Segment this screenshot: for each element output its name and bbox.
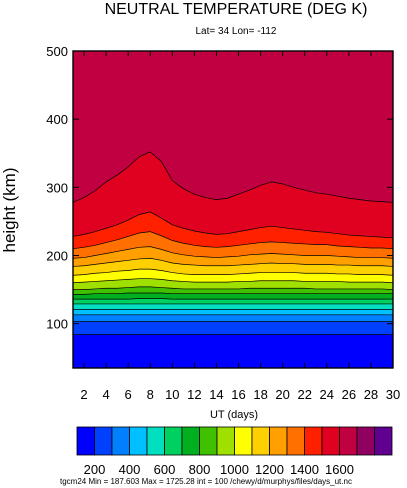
- chart-title: NEUTRAL TEMPERATURE (DEG K): [105, 1, 368, 18]
- colorbar-label: 400: [119, 462, 141, 477]
- chart-subtitle: Lat= 34 Lon= -112: [196, 26, 277, 37]
- colorbar-swatch: [234, 426, 253, 456]
- colorbar-label: 1400: [290, 462, 319, 477]
- contour-line-1100: [73, 278, 393, 284]
- contour-line-1300: [73, 257, 393, 267]
- contour-band-1700: [73, 51, 393, 203]
- colorbar-swatch: [286, 426, 305, 456]
- colorbar-swatch: [199, 426, 218, 456]
- colorbar-swatch: [76, 426, 95, 456]
- y-axis-label: height (km): [0, 167, 19, 252]
- y-tick-label: 100: [46, 317, 68, 332]
- contour-lines: [73, 151, 393, 335]
- colorbar-swatch: [374, 426, 393, 456]
- colorbar: [76, 426, 393, 456]
- x-tick-label: 30: [386, 387, 400, 402]
- contour-line-900: [73, 292, 393, 295]
- x-axis: 2 4 6 8 10 12 14 16 18 20 22 24 26 28 30: [80, 51, 400, 402]
- colorbar-swatch: [304, 426, 323, 456]
- x-axis-label: UT (days): [210, 409, 258, 421]
- x-tick-label: 8: [147, 387, 154, 402]
- colorbar-label: 800: [189, 462, 211, 477]
- colorbar-label: 200: [84, 462, 106, 477]
- footer-text: tgcm24 Min = 187.603 Max = 1725.28 int =…: [60, 477, 352, 486]
- colorbar-swatch: [146, 426, 165, 456]
- colorbar-swatch: [164, 426, 183, 456]
- x-tick-label: 24: [320, 387, 334, 402]
- x-tick-label: 12: [187, 387, 201, 402]
- plot-frame: [72, 50, 394, 369]
- x-tick-label: 4: [102, 387, 109, 402]
- x-tick-label: 16: [231, 387, 245, 402]
- x-tick-label: 18: [253, 387, 267, 402]
- y-tick-label: 200: [46, 249, 68, 264]
- colorbar-swatch: [111, 426, 130, 456]
- y-tick-label: 300: [46, 180, 68, 195]
- colorbar-swatch: [251, 426, 270, 456]
- x-tick-label: 6: [125, 387, 132, 402]
- x-tick-label: 14: [209, 387, 223, 402]
- contour-line-1700: [73, 151, 393, 203]
- colorbar-swatch: [356, 426, 375, 456]
- y-tick-label: 500: [46, 44, 68, 59]
- contour-line-1000: [73, 286, 393, 290]
- colorbar-labels: 200 400 600 800 1000 1200 1400 1600: [84, 462, 354, 477]
- y-axis: 100 200 300 400 500: [46, 44, 393, 332]
- contour-line-1500: [73, 231, 393, 250]
- colorbar-swatch: [321, 426, 340, 456]
- x-tick-label: 26: [342, 387, 356, 402]
- x-tick-label: 10: [165, 387, 179, 402]
- contour-line-1400: [73, 246, 393, 259]
- contour-line-1200: [73, 268, 393, 276]
- colorbar-swatch: [216, 426, 235, 456]
- colorbar-swatch: [339, 426, 358, 456]
- colorbar-swatch: [94, 426, 113, 456]
- colorbar-label: 1600: [325, 462, 354, 477]
- x-tick-label: 22: [297, 387, 311, 402]
- x-tick-label: 28: [364, 387, 378, 402]
- colorbar-swatch: [129, 426, 148, 456]
- x-tick-label: 20: [275, 387, 289, 402]
- y-tick-label: 400: [46, 112, 68, 127]
- contour-line-1600: [73, 211, 393, 239]
- x-tick-label: 2: [80, 387, 87, 402]
- colorbar-label: 1000: [220, 462, 249, 477]
- colorbar-label: 1200: [255, 462, 284, 477]
- colorbar-swatch: [181, 426, 200, 456]
- colorbar-swatch: [269, 426, 288, 456]
- contour-line-800: [73, 298, 393, 300]
- colorbar-label: 600: [154, 462, 176, 477]
- contour-fills: [73, 51, 393, 368]
